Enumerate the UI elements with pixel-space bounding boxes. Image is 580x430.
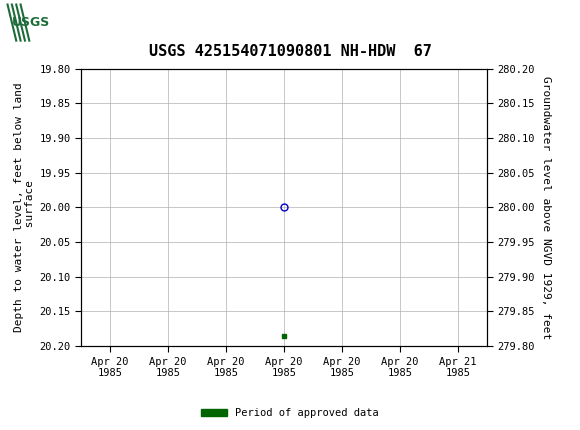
Y-axis label: Depth to water level, feet below land
 surface: Depth to water level, feet below land su… xyxy=(14,83,35,332)
Text: USGS: USGS xyxy=(12,16,50,29)
FancyBboxPatch shape xyxy=(6,2,55,43)
Y-axis label: Groundwater level above NGVD 1929, feet: Groundwater level above NGVD 1929, feet xyxy=(541,76,550,339)
Text: USGS 425154071090801 NH-HDW  67: USGS 425154071090801 NH-HDW 67 xyxy=(148,44,432,59)
Legend: Period of approved data: Period of approved data xyxy=(197,404,383,423)
